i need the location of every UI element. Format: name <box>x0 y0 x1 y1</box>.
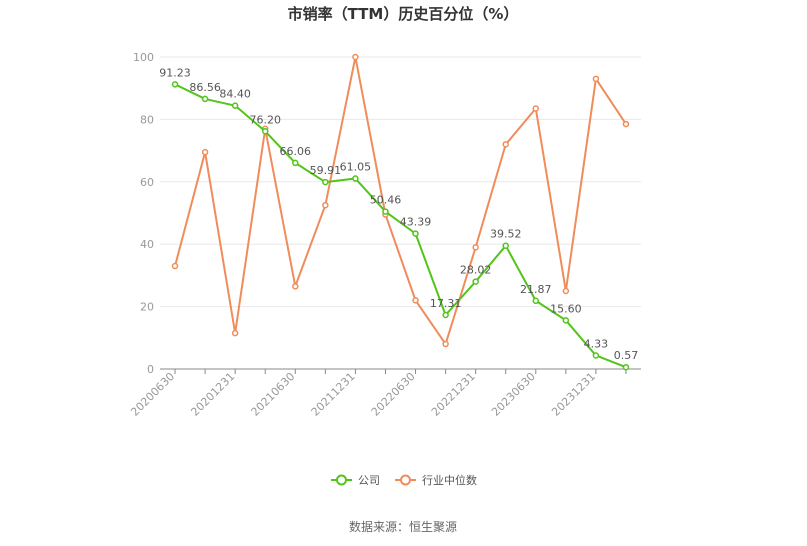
company-point <box>322 178 329 186</box>
x-tick-label: 20231231 <box>549 370 598 419</box>
industry-median-point <box>292 283 299 290</box>
y-tick-label: 100 <box>133 51 154 64</box>
company-data-label: 61.05 <box>340 161 372 174</box>
company-point <box>472 278 479 285</box>
legend-item-industry-median[interactable]: 行业中位数 <box>395 473 477 487</box>
industry-median-point <box>412 297 419 304</box>
y-tick-label: 60 <box>140 176 154 189</box>
y-axis: 0 20 40 60 80 100 <box>133 51 154 376</box>
industry-median-point <box>352 53 359 61</box>
company-point <box>532 297 540 305</box>
industry-median-point <box>562 287 570 295</box>
x-tick-label: 20200630 <box>128 370 177 419</box>
industry-median-point <box>231 329 239 337</box>
chart-title: 市销率（TTM）历史百分位（%） <box>288 5 519 23</box>
company-series-line <box>174 83 627 369</box>
industry-median-point <box>201 148 209 156</box>
company-data-label: 76.20 <box>249 113 281 126</box>
company-data-label: 86.56 <box>189 81 221 94</box>
company-point <box>442 311 449 319</box>
company-data-label: 15.60 <box>550 302 582 315</box>
company-data-label: 66.06 <box>280 145 312 158</box>
series-layer <box>171 53 630 371</box>
company-data-label: 17.31 <box>430 297 462 310</box>
y-tick-label: 80 <box>140 113 154 126</box>
legend-item-company[interactable]: 公司 <box>331 474 380 487</box>
industry-median-series-line <box>174 56 627 346</box>
company-point <box>382 208 389 215</box>
x-axis: 20200630 20201231 20210630 20211231 20220630… <box>128 368 641 419</box>
industry-median-point <box>502 141 509 148</box>
company-point <box>502 242 509 249</box>
company-data-label: 43.39 <box>400 216 432 229</box>
y-tick-label: 0 <box>147 363 154 376</box>
company-data-label: 28.02 <box>460 264 492 277</box>
industry-median-point <box>171 262 179 270</box>
company-point <box>622 363 630 371</box>
company-data-label: 39.52 <box>490 228 522 241</box>
company-point <box>292 159 299 167</box>
company-data-label: 21.87 <box>520 283 552 296</box>
x-tick-label: 20211231 <box>309 370 358 419</box>
y-tick-label: 40 <box>140 238 154 251</box>
company-data-label: 59.91 <box>310 164 342 177</box>
source-note: 数据来源：恒生聚源 <box>349 519 457 534</box>
company-point <box>171 81 179 88</box>
x-tick-label: 20220630 <box>369 370 418 419</box>
grid <box>160 56 641 308</box>
industry-median-point <box>532 105 540 112</box>
company-point <box>592 352 600 359</box>
industry-median-point <box>622 120 630 128</box>
legend: 公司 行业中位数 <box>331 473 477 487</box>
y-tick-label: 20 <box>140 301 154 314</box>
company-data-label: 84.40 <box>219 88 251 101</box>
industry-median-point <box>592 75 600 83</box>
x-tick-label: 20221231 <box>429 370 478 419</box>
industry-median-point <box>322 201 329 209</box>
company-data-label: 91.23 <box>159 66 191 79</box>
x-tick-label: 20201231 <box>188 370 237 419</box>
company-point <box>231 102 239 109</box>
legend-label-company: 公司 <box>358 474 380 487</box>
company-point <box>201 95 209 103</box>
x-tick-label: 20210630 <box>249 370 298 419</box>
x-tick-label: 20230630 <box>489 370 538 419</box>
company-point <box>562 317 570 324</box>
company-point <box>352 175 359 182</box>
company-data-label: 0.57 <box>614 349 639 362</box>
company-point <box>261 128 269 135</box>
company-point <box>412 230 419 237</box>
industry-median-point <box>472 244 479 251</box>
company-data-label: 4.33 <box>584 337 609 350</box>
company-data-label: 50.46 <box>370 194 402 207</box>
industry-median-point <box>442 340 449 348</box>
legend-label-industry-median: 行业中位数 <box>422 473 477 487</box>
